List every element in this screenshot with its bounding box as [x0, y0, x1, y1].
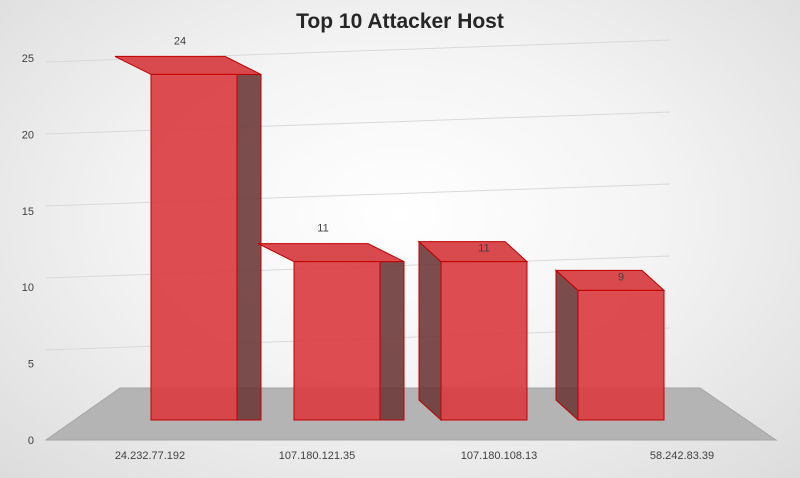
bar-top: [257, 243, 405, 263]
y-tick-label: 20: [22, 129, 34, 141]
bar-side: [236, 73, 262, 421]
y-tick-label: 5: [28, 359, 34, 371]
bar: [150, 73, 238, 421]
data-label: 11: [478, 243, 489, 255]
bar-side: [555, 269, 579, 422]
y-tick-label: 0: [28, 435, 34, 447]
bar-side: [418, 240, 442, 422]
bar: [293, 261, 381, 421]
chart-title: Top 10 Attacker Host: [296, 10, 504, 33]
data-label: 9: [618, 271, 624, 283]
x-tick-label: 24.232.77.192: [115, 450, 185, 462]
bar-top: [114, 55, 262, 75]
x-tick-label: 58.242.83.39: [650, 450, 714, 462]
bar: [577, 289, 665, 421]
data-label: 24: [174, 35, 186, 47]
gridline: [45, 111, 671, 135]
y-tick-label: 15: [22, 206, 34, 218]
x-tick-label: 107.180.108.13: [461, 450, 537, 462]
x-tick-label: 107.180.121.35: [279, 450, 355, 462]
gridline: [45, 183, 671, 207]
y-tick-label: 25: [22, 53, 34, 65]
y-tick-label: 10: [22, 282, 34, 294]
bar: [440, 261, 528, 421]
bar-side: [379, 261, 405, 421]
data-label: 11: [317, 223, 328, 235]
